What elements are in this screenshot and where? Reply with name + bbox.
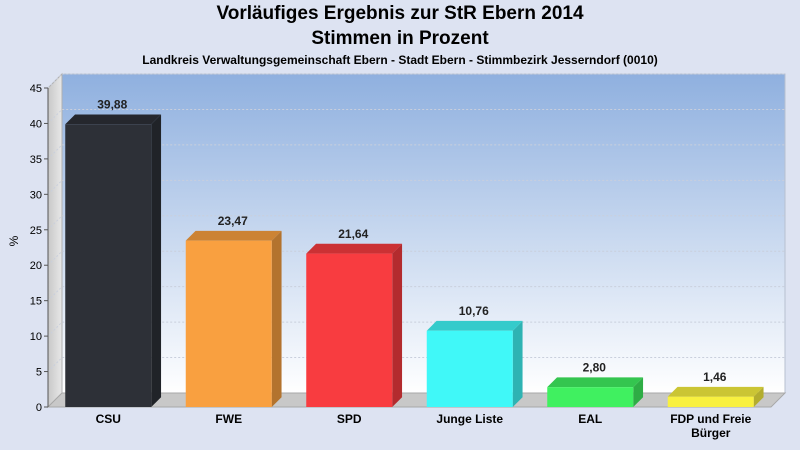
bar-front	[547, 387, 634, 407]
y-tick-label: 15	[30, 296, 42, 308]
bar-value-label: 23,47	[218, 214, 248, 228]
x-tick-label: CSU	[96, 412, 121, 426]
y-axis: 0 5 10 15 20 25 30 35 40 45	[30, 83, 49, 414]
bar-top	[306, 243, 403, 254]
x-tick-label: EAL	[578, 412, 602, 426]
y-tick-label: 25	[30, 225, 42, 237]
bar-top	[547, 377, 644, 388]
bar-front	[667, 396, 754, 407]
plot-background	[61, 73, 786, 394]
x-tick-label: SPD	[337, 412, 362, 426]
bar-value-label: 39,88	[97, 97, 127, 111]
gridline	[47, 108, 785, 124]
bar-top	[185, 230, 282, 241]
bar-value-label: 10,76	[459, 304, 489, 318]
bars-group: 39,88 23,47 21,64 10,76 2,80 1,46	[65, 97, 764, 408]
gridline	[47, 286, 785, 302]
bar-side	[392, 243, 403, 407]
y-tick-label: 0	[36, 402, 42, 414]
gridline	[47, 321, 785, 337]
plot-side-wall	[47, 72, 63, 409]
bar-front	[306, 253, 393, 407]
y-tick-label: 40	[30, 118, 42, 130]
x-tick-label: Junge Liste	[436, 412, 503, 426]
x-tick-label: FWE	[215, 412, 242, 426]
bar-front	[185, 240, 272, 407]
bar-top	[65, 114, 162, 125]
bar-value-label: 21,64	[338, 227, 368, 241]
bar-front	[65, 124, 152, 408]
x-tick-label: FDP und Freie Bürger	[670, 412, 751, 440]
bar-5	[547, 377, 644, 407]
y-tick-label: 35	[30, 154, 42, 166]
gridline	[47, 179, 785, 195]
bar-side	[151, 114, 162, 407]
gridline	[47, 357, 785, 372]
bar-front	[426, 330, 513, 407]
gridline	[47, 250, 785, 266]
bar-2	[185, 230, 282, 407]
bar-top	[426, 320, 523, 331]
y-tick-label: 20	[30, 260, 42, 272]
bar-1	[65, 114, 162, 408]
bar-4	[426, 320, 523, 407]
x-axis: CSU FWE SPD Junge Liste EAL FDP und Freie Bürg…	[96, 412, 752, 440]
y-tick-label: 10	[30, 331, 42, 343]
chart-subtitle: Stimmen in Prozent	[311, 28, 489, 49]
bar-top	[667, 386, 764, 397]
gridline	[47, 215, 785, 231]
y-axis-label: %	[7, 235, 21, 246]
bar-6	[667, 386, 764, 407]
y-tick-label: 30	[30, 189, 42, 201]
bar-3	[306, 243, 403, 407]
bar-value-label: 2,80	[583, 360, 607, 374]
gridline	[47, 144, 785, 160]
chart-caption: Landkreis Verwaltungsgemeinschaft Ebern …	[142, 53, 658, 67]
chart-title: Vorläufiges Ergebnis zur StR Ebern 2014	[216, 3, 584, 24]
bar-side	[271, 230, 282, 407]
y-tick-label: 5	[36, 367, 42, 379]
gridline	[47, 73, 785, 89]
bar-value-label: 1,46	[703, 370, 727, 384]
y-tick-label: 45	[30, 83, 42, 95]
bar-side	[633, 377, 644, 407]
bar-side	[512, 320, 523, 407]
bar-side	[753, 386, 764, 407]
